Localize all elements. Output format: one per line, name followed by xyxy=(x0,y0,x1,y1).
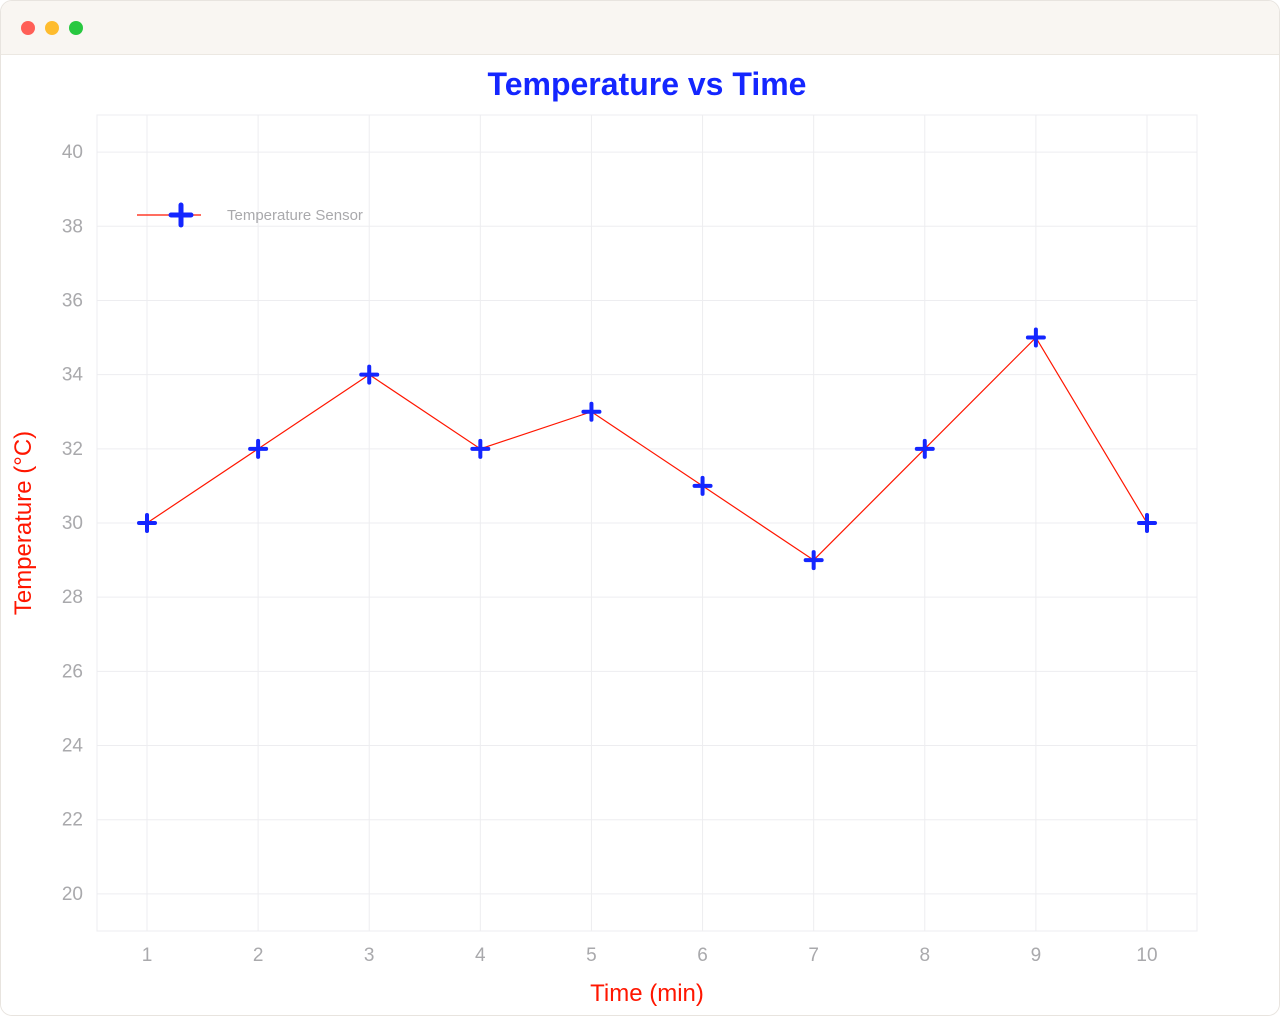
x-tick-label: 4 xyxy=(475,945,486,966)
y-tick-label: 20 xyxy=(62,884,83,905)
x-tick-label: 5 xyxy=(586,945,597,966)
temperature-chart: 123456789102022242628303234363840Tempera… xyxy=(1,55,1280,1016)
y-tick-label: 22 xyxy=(62,810,83,831)
y-tick-label: 28 xyxy=(62,587,83,608)
x-tick-label: 1 xyxy=(142,945,153,966)
window-close-button[interactable] xyxy=(21,21,35,35)
chart-container: 123456789102022242628303234363840Tempera… xyxy=(1,55,1279,1015)
x-tick-label: 2 xyxy=(253,945,264,966)
window-controls xyxy=(21,21,83,35)
x-tick-label: 3 xyxy=(364,945,375,966)
window-titlebar xyxy=(1,1,1279,55)
app-window: 123456789102022242628303234363840Tempera… xyxy=(0,0,1280,1016)
x-axis-label: Time (min) xyxy=(590,980,704,1007)
y-tick-label: 38 xyxy=(62,216,83,237)
y-tick-label: 34 xyxy=(62,365,84,386)
x-tick-label: 10 xyxy=(1136,945,1157,966)
y-tick-label: 24 xyxy=(62,736,84,757)
y-tick-label: 36 xyxy=(62,290,83,311)
x-tick-label: 7 xyxy=(808,945,819,966)
x-tick-label: 8 xyxy=(919,945,930,966)
y-tick-label: 32 xyxy=(62,439,83,460)
y-tick-label: 40 xyxy=(62,142,83,163)
window-zoom-button[interactable] xyxy=(69,21,83,35)
legend-label: Temperature Sensor xyxy=(227,207,363,224)
y-tick-label: 30 xyxy=(62,513,83,534)
x-tick-label: 6 xyxy=(697,945,708,966)
chart-title: Temperature vs Time xyxy=(488,66,807,102)
y-axis-label: Temperature (°C) xyxy=(10,431,37,615)
y-tick-label: 26 xyxy=(62,661,83,682)
x-tick-label: 9 xyxy=(1031,945,1042,966)
window-minimize-button[interactable] xyxy=(45,21,59,35)
